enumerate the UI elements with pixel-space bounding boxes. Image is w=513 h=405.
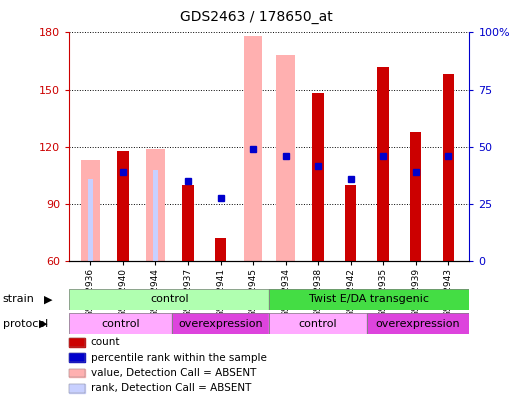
Text: protocol: protocol: [3, 319, 48, 328]
Bar: [182, 185, 194, 261]
Bar: [69, 289, 269, 310]
Bar: [367, 313, 469, 334]
Bar: [172, 313, 269, 334]
Bar: [69, 313, 172, 334]
Text: overexpression: overexpression: [178, 319, 263, 328]
Bar: [277, 55, 294, 261]
Bar: [88, 179, 93, 261]
Text: ▶: ▶: [38, 319, 47, 328]
Bar: [269, 313, 367, 334]
Text: control: control: [299, 319, 338, 328]
Text: GDS2463 / 178650_at: GDS2463 / 178650_at: [180, 10, 333, 24]
Bar: [312, 94, 324, 261]
Text: percentile rank within the sample: percentile rank within the sample: [91, 353, 267, 362]
Bar: [269, 313, 367, 334]
Text: ▶: ▶: [44, 294, 52, 304]
Bar: [269, 289, 469, 310]
Text: control: control: [150, 294, 189, 304]
Text: Twist E/DA transgenic: Twist E/DA transgenic: [309, 294, 429, 304]
Text: rank, Detection Call = ABSENT: rank, Detection Call = ABSENT: [91, 384, 251, 393]
Bar: [146, 149, 165, 261]
Bar: [244, 36, 262, 261]
Text: control: control: [101, 319, 140, 328]
Bar: [410, 132, 421, 261]
Bar: [81, 160, 100, 261]
Bar: [269, 289, 469, 310]
Bar: [378, 67, 389, 261]
Bar: [172, 313, 269, 334]
Text: overexpression: overexpression: [376, 319, 461, 328]
Bar: [117, 151, 129, 261]
Bar: [367, 313, 469, 334]
Bar: [69, 289, 269, 310]
Text: value, Detection Call = ABSENT: value, Detection Call = ABSENT: [91, 368, 256, 378]
Bar: [153, 170, 159, 261]
Bar: [345, 185, 357, 261]
Text: count: count: [91, 337, 121, 347]
Bar: [215, 238, 226, 261]
Bar: [69, 313, 172, 334]
Bar: [443, 75, 454, 261]
Text: strain: strain: [3, 294, 34, 304]
